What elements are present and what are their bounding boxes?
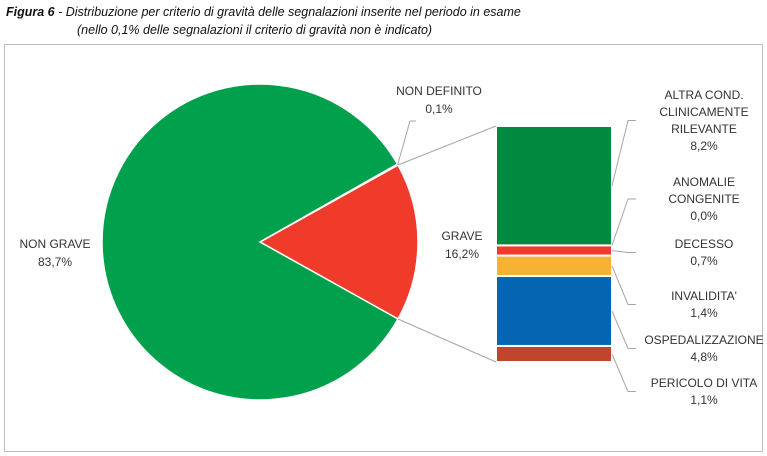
pie-slice-grave <box>258 163 419 321</box>
chart-subtitle: (nello 0,1% delle segnalazioni il criter… <box>77 23 433 37</box>
pie-label-grave: GRAVE <box>441 229 482 243</box>
pie-slice-non-grave <box>101 83 400 401</box>
pie-value-non-definito: 0,1% <box>425 102 453 116</box>
bar-value-altra-cond-clinicamente-rilevante: 8,2% <box>690 139 718 153</box>
pie-value-grave: 16,2% <box>445 247 479 261</box>
bar-label-altra-cond-clinicamente-rilevante-line-1: ALTRA COND. <box>664 88 743 102</box>
bar-value-decesso: 0,7% <box>690 254 718 268</box>
figure-label: Figura 6 <box>6 5 55 19</box>
bar-segment-decesso <box>495 244 613 257</box>
leader-line-invalidita <box>611 265 636 305</box>
bar-segment-altra-cond-clinicamente-rilevante <box>495 125 613 247</box>
bar-label-anomalie-congenite-line-1: ANOMALIE <box>673 175 735 189</box>
chart-title: Distribuzione per criterio di gravità de… <box>65 5 521 19</box>
bar-label-ospedalizzazione: OSPEDALIZZAZIONE <box>644 333 763 347</box>
bar-segment-pericolo-di-vita <box>495 344 613 364</box>
bar-value-anomalie-congenite: 0,0% <box>690 209 718 223</box>
pie-label-non-grave: NON GRAVE <box>19 237 90 251</box>
bar-label-altra-cond-clinicamente-rilevante-line-2: CLINICAMENTE <box>659 105 748 119</box>
leader-line-altra-cond-clinicamente-rilevante <box>611 120 636 186</box>
pie-label-non-definito: NON DEFINITO <box>396 84 482 98</box>
leader-line-anomalie-congenite <box>611 198 636 246</box>
bar-label-invalidita: INVALIDITA' <box>671 289 737 303</box>
connector-line-top <box>397 125 497 166</box>
caption-separator: - <box>54 5 66 19</box>
bar-value-ospedalizzazione: 4,8% <box>690 350 718 364</box>
bar-label-anomalie-congenite-line-2: CONGENITE <box>668 192 739 206</box>
bar-segment-ospedalizzazione <box>495 275 613 347</box>
figure-caption: Figura 6 - Distribuzione per criterio di… <box>6 3 521 39</box>
leader-line-ospedalizzazione <box>611 310 636 349</box>
bar-value-invalidita: 1,4% <box>690 306 718 320</box>
bar-value-pericolo-di-vita: 1,1% <box>690 393 718 407</box>
chart-frame <box>4 44 763 452</box>
bar-segment-invalidita <box>495 254 613 278</box>
connector-line-bottom <box>397 318 497 363</box>
leader-line-pericolo-di-vita <box>611 353 636 392</box>
bar-label-decesso: DECESSO <box>675 237 734 251</box>
pie-value-non-grave: 83,7% <box>38 255 72 269</box>
bar-label-pericolo-di-vita: PERICOLO DI VITA <box>651 376 757 390</box>
bar-label-altra-cond-clinicamente-rilevante-line-3: RILEVANTE <box>671 122 737 136</box>
leader-line-non-definito <box>397 120 416 165</box>
leader-line-decesso <box>611 250 636 253</box>
